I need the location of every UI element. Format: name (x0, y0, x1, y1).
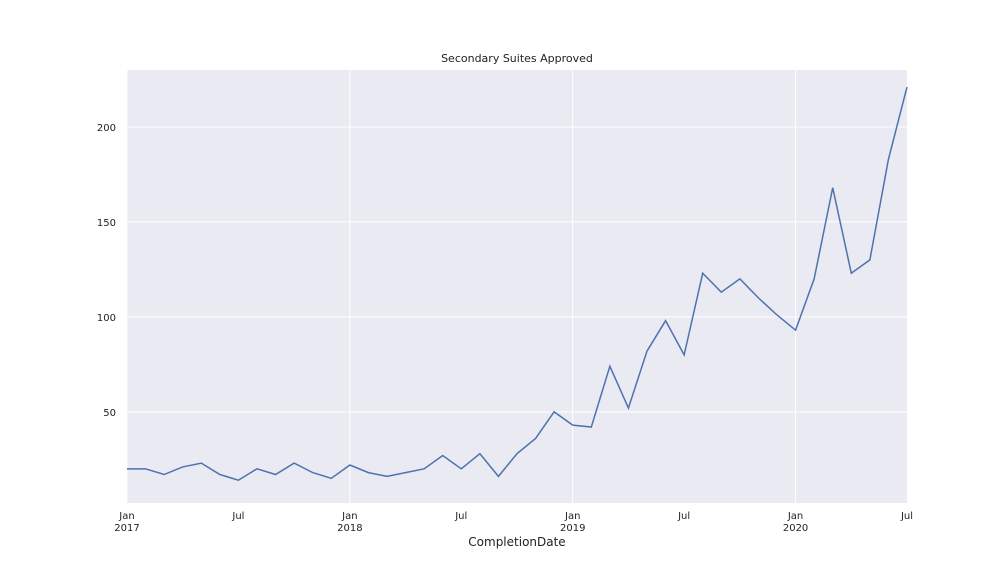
x-tick-year-label: 2017 (114, 523, 139, 534)
x-tick-year-label: 2020 (783, 523, 808, 534)
x-axis-label: CompletionDate (468, 535, 565, 549)
y-axis-ticks: 50 100 150 200 (97, 123, 116, 419)
x-tick-label: Jul (677, 511, 690, 522)
x-tick-year-label: 2018 (337, 523, 362, 534)
y-tick-label: 200 (97, 123, 116, 134)
y-tick-label: 100 (97, 313, 116, 324)
x-tick-label: Jul (900, 511, 913, 522)
y-tick-label: 50 (103, 408, 116, 419)
y-tick-label: 150 (97, 218, 116, 229)
x-tick-label: Jan (564, 511, 580, 522)
grid (126, 70, 907, 503)
x-tick-label: Jul (231, 511, 244, 522)
x-tick-label: Jan (341, 511, 357, 522)
plot-area (127, 70, 907, 503)
x-tick-label: Jan (118, 511, 134, 522)
x-tick-label: Jan (787, 511, 803, 522)
x-tick-label: Jul (454, 511, 467, 522)
x-tick-year-label: 2019 (560, 523, 585, 534)
series-line (127, 86, 908, 482)
chart-title: Secondary Suites Approved (441, 52, 593, 65)
